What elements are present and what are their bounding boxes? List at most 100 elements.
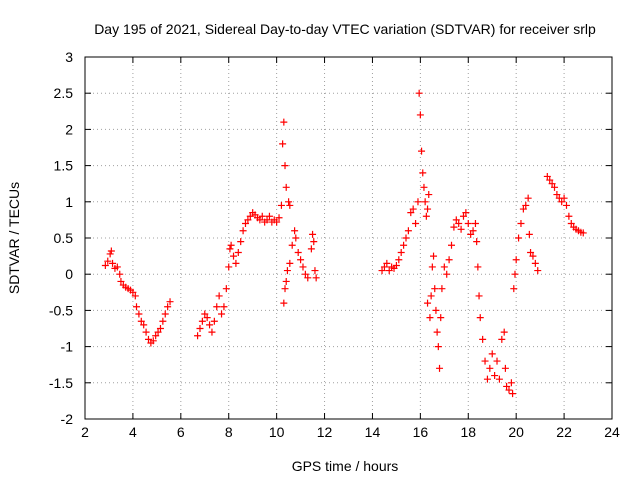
data-point [475, 292, 483, 300]
data-point [194, 332, 202, 340]
data-point [430, 252, 438, 260]
data-point [455, 220, 463, 228]
data-point [567, 220, 575, 228]
data-point [424, 299, 432, 307]
data-point [395, 256, 403, 264]
data-point [220, 303, 228, 311]
data-point [135, 310, 143, 318]
data-point [517, 220, 525, 228]
data-point [515, 234, 523, 242]
data-point [385, 267, 393, 275]
data-point [101, 262, 109, 270]
data-point [149, 337, 157, 345]
data-point [437, 314, 445, 322]
x-tick-label: 4 [129, 424, 137, 440]
data-point [427, 292, 435, 300]
x-tick-label: 2 [81, 424, 89, 440]
data-point [512, 256, 520, 264]
data-point [481, 357, 489, 365]
data-point [483, 375, 491, 383]
data-point [457, 225, 465, 233]
data-point [397, 248, 405, 256]
data-point [234, 248, 242, 256]
data-point [280, 118, 288, 126]
data-point [230, 252, 238, 260]
data-point [113, 263, 121, 271]
data-point [464, 220, 472, 228]
data-point [501, 364, 509, 372]
data-point [495, 375, 503, 383]
data-point [299, 263, 307, 271]
data-point [414, 198, 422, 206]
data-point [206, 321, 214, 329]
data-point [226, 245, 234, 253]
data-point [301, 270, 309, 278]
x-tick-label: 16 [413, 424, 429, 440]
data-point [450, 223, 458, 231]
data-point [232, 259, 240, 267]
data-point [558, 198, 566, 206]
y-tick-label: -2 [61, 411, 74, 427]
data-point [256, 216, 264, 224]
data-point [263, 216, 271, 224]
data-point [241, 220, 249, 228]
data-point [443, 270, 451, 278]
data-point [161, 310, 169, 318]
data-point [291, 227, 299, 235]
data-point [500, 328, 508, 336]
data-point [448, 241, 456, 249]
data-point [511, 270, 519, 278]
data-point [208, 328, 216, 336]
data-point [281, 162, 289, 170]
data-point [452, 216, 460, 224]
data-point [551, 183, 559, 191]
x-tick-label: 6 [177, 424, 185, 440]
x-axis-label: GPS time / hours [292, 458, 399, 474]
data-point [116, 270, 124, 278]
x-tick-label: 18 [460, 424, 476, 440]
data-point [469, 227, 477, 235]
data-point [524, 194, 532, 202]
data-point [436, 364, 444, 372]
x-tick-label: 10 [269, 424, 285, 440]
data-point [280, 299, 288, 307]
data-point [428, 263, 436, 271]
y-tick-label: -1 [61, 339, 74, 355]
y-tick-label: 2.5 [54, 85, 74, 101]
data-point [486, 364, 494, 372]
data-point [164, 303, 172, 311]
data-point [509, 390, 517, 398]
data-point [505, 386, 513, 394]
data-point [493, 357, 501, 365]
data-point [244, 216, 252, 224]
data-point [546, 176, 554, 184]
data-point [434, 343, 442, 351]
data-point [402, 234, 410, 242]
data-point [476, 314, 484, 322]
data-point [467, 230, 475, 238]
data-point [548, 180, 556, 188]
data-point [311, 267, 319, 275]
data-point [237, 238, 245, 246]
data-point [565, 212, 573, 220]
data-point [543, 172, 551, 180]
data-point [440, 263, 448, 271]
data-point [225, 263, 233, 271]
data-point [438, 285, 446, 293]
data-point [309, 230, 317, 238]
data-point [400, 241, 408, 249]
data-point [522, 201, 530, 209]
data-point [265, 212, 273, 220]
data-point [560, 194, 568, 202]
data-point [282, 183, 290, 191]
chart-title: Day 195 of 2021, Sidereal Day-to-day VTE… [94, 21, 596, 37]
data-point [425, 191, 433, 199]
data-point [471, 220, 479, 228]
data-point [133, 303, 141, 311]
data-point [281, 285, 289, 293]
data-point [286, 259, 294, 267]
data-point [407, 209, 415, 217]
data-point [218, 310, 226, 318]
data-point [198, 317, 206, 325]
